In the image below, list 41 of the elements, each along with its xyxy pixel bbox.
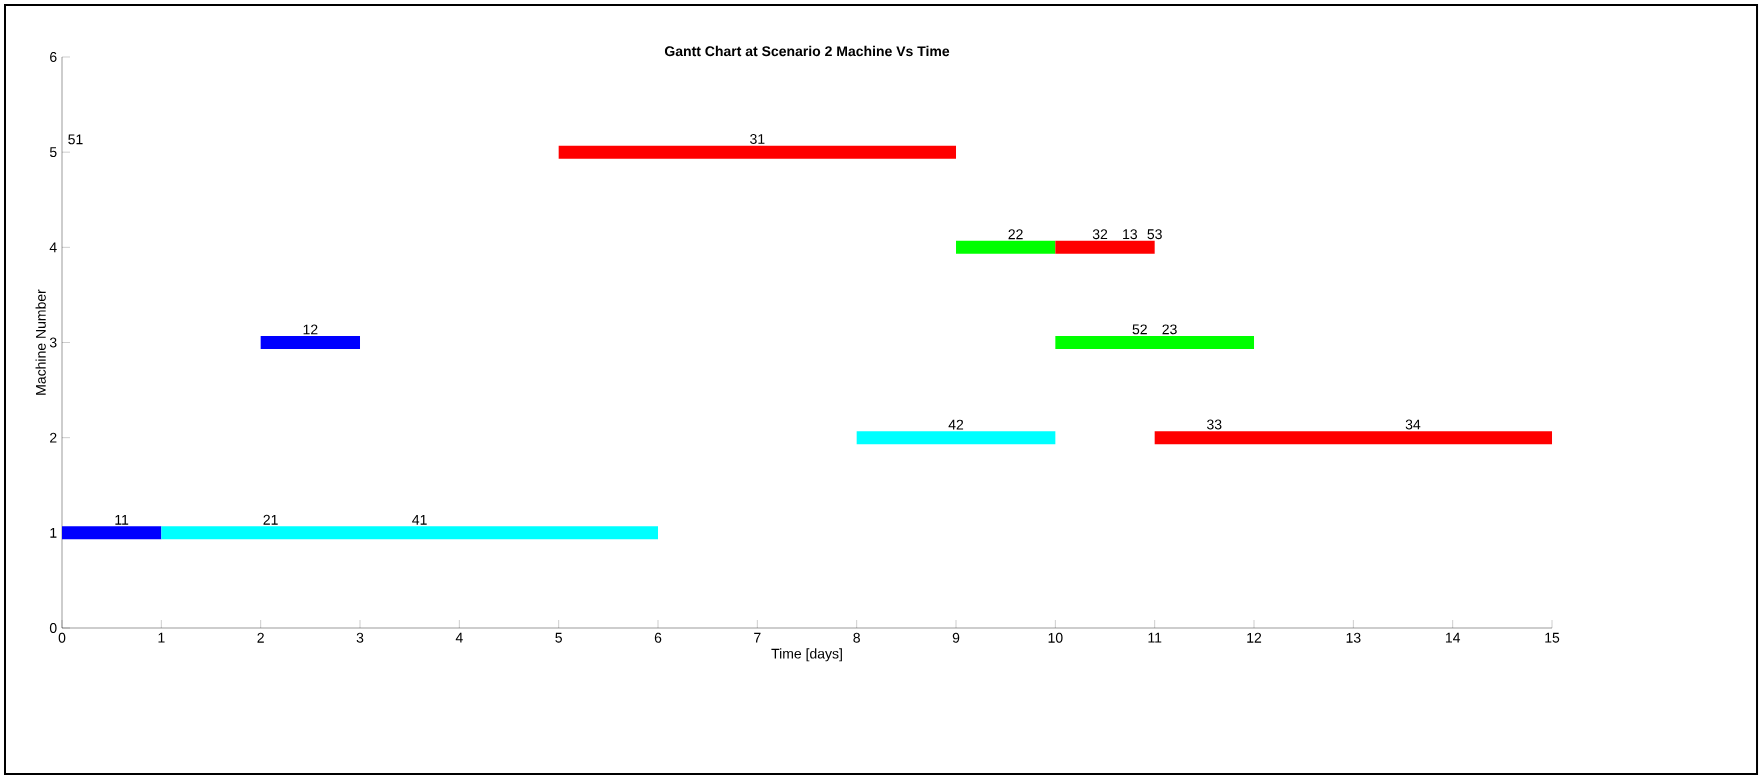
x-tick-label: 3 [356, 632, 364, 643]
x-tick-label: 7 [754, 632, 761, 643]
y-tick-label: 2 [50, 432, 57, 443]
x-tick-label: 14 [1445, 632, 1461, 643]
annotation: 51 [68, 134, 83, 145]
x-tick-label: 11 [1148, 632, 1162, 643]
x-tick-label: 9 [952, 632, 960, 643]
y-tick-label: 5 [49, 147, 57, 158]
annotation: 22 [1008, 229, 1023, 240]
annotation: 53 [1147, 229, 1162, 240]
y-axis-title: Machine Number [35, 289, 46, 395]
y-tick-label: 3 [49, 337, 57, 348]
annotation: 31 [750, 134, 765, 144]
y-tick-label: 4 [49, 242, 57, 253]
annotation: 32 [1092, 229, 1108, 240]
annotation: 33 [1207, 419, 1222, 430]
x-tick-label: 2 [257, 632, 264, 643]
x-tick-label: 12 [1247, 632, 1262, 643]
y-tick-label: 6 [50, 52, 57, 62]
x-tick-label: 5 [555, 632, 562, 643]
annotation: 41 [412, 515, 427, 525]
annotation: 52 [1132, 324, 1147, 335]
x-tick-label: 15 [1545, 632, 1560, 643]
annotation: 34 [1405, 419, 1421, 430]
annotation: 23 [1162, 324, 1177, 335]
annotation: 12 [303, 324, 318, 335]
annotation: 42 [948, 419, 964, 430]
annotation: 21 [263, 514, 278, 525]
x-tick-label: 0 [58, 632, 66, 643]
x-tick-label: 8 [853, 632, 860, 643]
chart-title: Gantt Chart at Scenario 2 Machine Vs Time [664, 45, 950, 57]
x-axis-title: Time [days] [771, 648, 842, 662]
x-tick-label: 6 [654, 632, 662, 643]
x-tick-label: 13 [1346, 632, 1361, 643]
x-tick-label: 4 [455, 632, 463, 643]
x-tick-label: 1 [158, 632, 165, 643]
x-tick-label: 10 [1048, 632, 1063, 643]
annotation: 11 [115, 515, 129, 525]
y-tick-label: 0 [49, 623, 57, 633]
annotation: 13 [1123, 229, 1138, 240]
y-tick-label: 1 [50, 528, 57, 538]
